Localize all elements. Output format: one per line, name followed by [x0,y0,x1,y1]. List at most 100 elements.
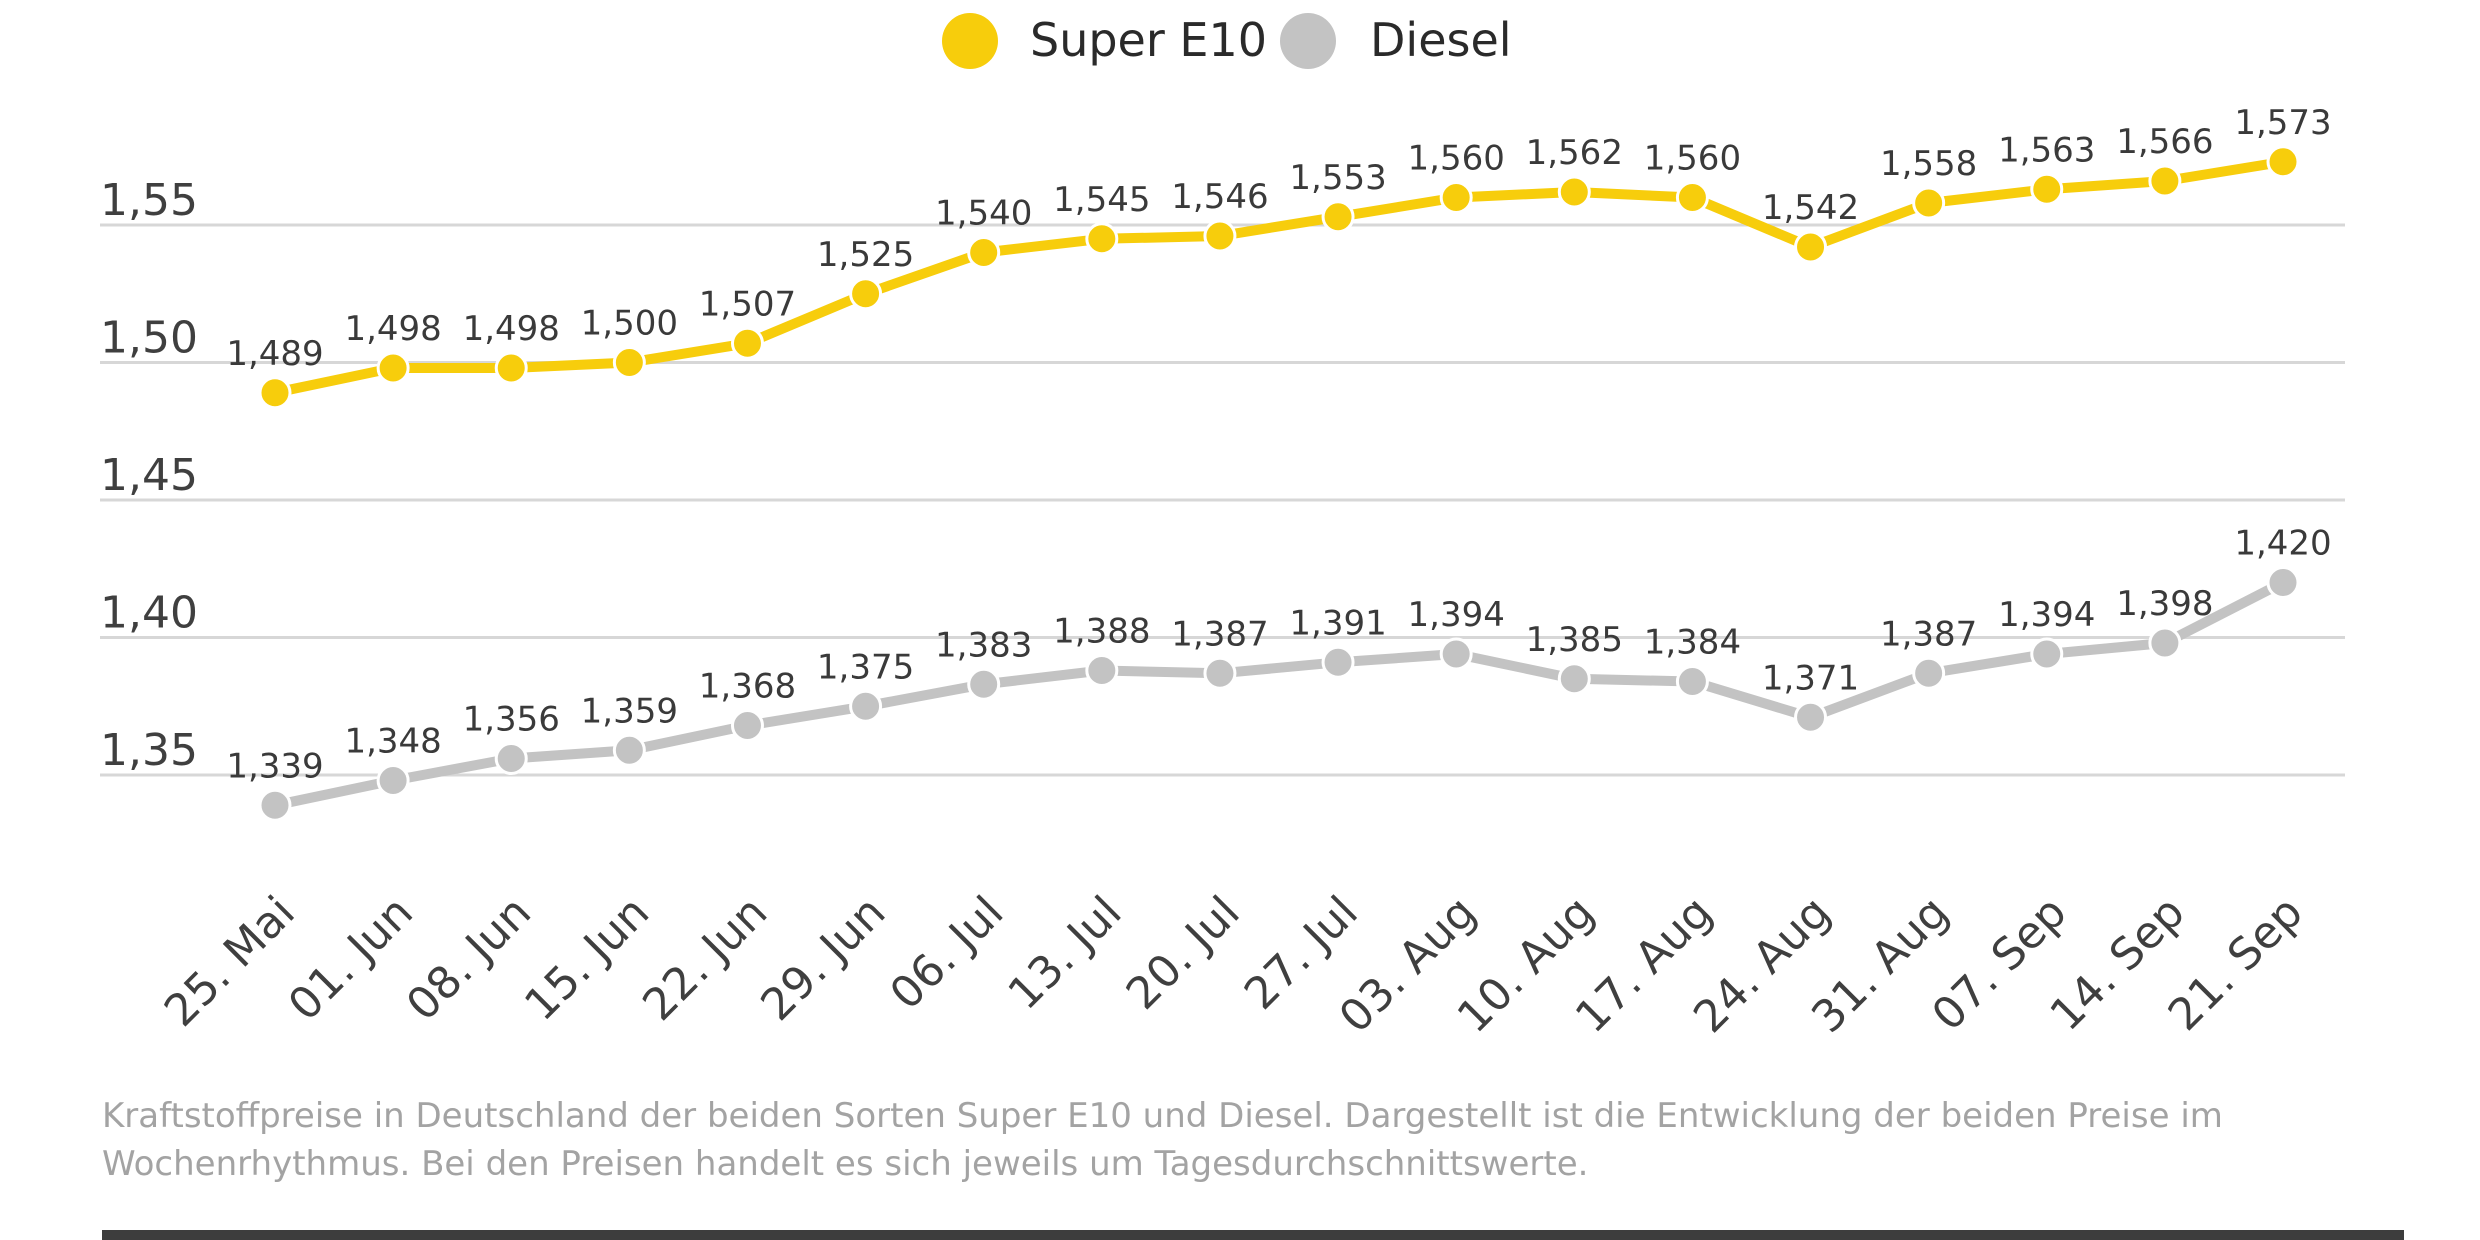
x-tick-label: 13. Jul [999,887,1132,1020]
bottom-divider [102,1230,2404,1240]
data-point [494,742,528,775]
data-point [612,733,646,767]
y-tick-label: 1,55 [100,175,198,226]
data-point [494,351,528,385]
data-point [2266,145,2300,179]
data-label: 1,420 [2234,524,2331,564]
data-label: 1,507 [699,284,796,324]
data-point [1321,200,1355,234]
data-label: 1,384 [1644,623,1741,663]
data-point [2148,164,2182,198]
legend-label-diesel: Diesel [1370,13,1512,67]
data-point [1085,222,1119,256]
data-point [849,277,883,311]
data-point [2266,566,2300,599]
data-label: 1,398 [2116,584,2213,624]
data-label: 1,542 [1762,188,1859,228]
series-layer: 1,489 1,498 1,498 1,500 1,507 1,525 1,540 1,545… [226,103,2332,822]
data-label: 1,371 [1762,658,1859,698]
y-tick-label: 1,35 [100,725,198,776]
data-point [1439,181,1473,214]
data-point [1557,662,1591,696]
chart-caption: Kraftstoffpreise in Deutschland der beid… [102,1096,2223,1184]
data-label: 1,359 [581,691,678,731]
data-label: 1,356 [463,700,560,740]
data-label: 1,391 [1289,603,1386,643]
data-label: 1,540 [935,194,1032,234]
data-point [1675,181,1709,214]
data-label: 1,546 [1171,177,1268,217]
series-diesel: 1,339 1,348 1,356 1,359 1,368 1,375 1,383 1,388… [226,524,2332,822]
data-label: 1,560 [1408,139,1505,179]
data-label: 1,562 [1526,133,1623,173]
x-tick-label: 20. Jul [1117,887,1250,1020]
data-point [1794,700,1828,734]
x-tick-label: 25. Mai [155,887,305,1037]
data-point [2030,172,2064,206]
legend-label-super-e10: Super E10 [1030,13,1267,67]
series-line [270,156,2288,398]
data-label: 1,498 [463,309,560,349]
x-tick-label: 06. Jul [881,887,1014,1020]
legend-marker-super-e10 [942,13,998,69]
grid-lines [100,223,2345,777]
data-point [1794,230,1828,264]
data-label: 1,375 [817,647,914,687]
data-point [2030,637,2064,671]
data-label: 1,387 [1880,614,1977,654]
y-axis: 1,35 1,40 1,45 1,50 1,55 [100,175,198,776]
data-point [612,346,646,379]
data-label: 1,394 [1998,595,2095,635]
x-tick-label: 21. Sep [2159,887,2313,1041]
x-tick-label: 22. Jun [633,887,777,1031]
data-point [967,667,1001,701]
data-point [1912,186,1946,220]
data-point [258,376,292,410]
data-label: 1,566 [2116,122,2213,162]
data-label: 1,553 [1289,158,1386,198]
data-label: 1,368 [699,667,796,707]
data-label: 1,525 [817,235,914,275]
data-point [376,351,410,385]
legend-marker-diesel [1280,13,1336,69]
data-label: 1,560 [1644,139,1741,179]
data-point [967,236,1001,269]
data-point [1912,656,1946,690]
series-super-e10: 1,489 1,498 1,498 1,500 1,507 1,525 1,540 1,545… [226,103,2332,410]
data-label: 1,563 [1998,130,2095,170]
data-label: 1,388 [1053,612,1150,652]
data-point [1439,637,1473,671]
data-label: 1,489 [226,334,323,374]
data-label: 1,498 [344,309,441,349]
data-label: 1,545 [1053,180,1150,220]
data-label: 1,383 [935,625,1032,665]
data-label: 1,348 [344,722,441,762]
data-label: 1,558 [1880,144,1977,184]
x-tick-label: 29. Jun [751,887,895,1031]
data-point [376,764,410,797]
data-point [1675,665,1709,698]
data-point [1557,175,1591,209]
data-point [1321,645,1355,679]
y-tick-label: 1,50 [100,313,198,364]
data-label: 1,394 [1408,595,1505,635]
data-point [1085,654,1119,687]
series-line [270,577,2288,811]
data-point [849,689,883,723]
x-tick-label: 08. Jun [397,887,541,1031]
data-point [730,326,764,360]
data-label: 1,500 [581,304,678,344]
data-label: 1,385 [1526,620,1623,660]
data-point [258,788,292,822]
legend: Super E10 Diesel [942,13,1512,69]
x-tick-label: 15. Jun [515,887,659,1031]
y-tick-label: 1,40 [100,588,198,639]
data-point [730,709,764,742]
data-point [2148,626,2182,660]
y-tick-label: 1,45 [100,450,198,501]
x-tick-label: 01. Jun [279,887,423,1031]
data-label: 1,573 [2234,103,2331,143]
data-point [1203,656,1237,690]
